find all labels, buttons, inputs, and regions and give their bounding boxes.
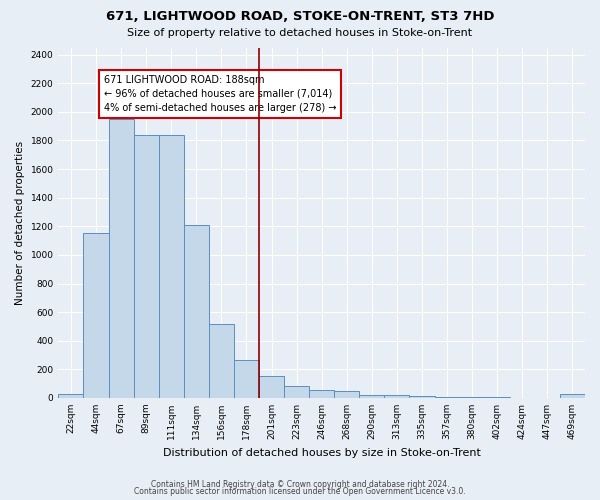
Bar: [109, 119, 134, 398]
Bar: [234, 360, 259, 398]
Bar: [159, 135, 184, 398]
Bar: [309, 390, 334, 398]
Text: Contains public sector information licensed under the Open Government Licence v3: Contains public sector information licen…: [134, 487, 466, 496]
Bar: [560, 394, 585, 398]
Bar: [434, 397, 460, 398]
Bar: [209, 324, 234, 398]
Text: Contains HM Land Registry data © Crown copyright and database right 2024.: Contains HM Land Registry data © Crown c…: [151, 480, 449, 489]
Text: 671, LIGHTWOOD ROAD, STOKE-ON-TRENT, ST3 7HD: 671, LIGHTWOOD ROAD, STOKE-ON-TRENT, ST3…: [106, 10, 494, 23]
Text: Size of property relative to detached houses in Stoke-on-Trent: Size of property relative to detached ho…: [127, 28, 473, 38]
Bar: [409, 396, 434, 398]
Bar: [385, 396, 409, 398]
Bar: [259, 376, 284, 398]
Bar: [485, 397, 510, 398]
Bar: [284, 386, 309, 398]
Text: 671 LIGHTWOOD ROAD: 188sqm
← 96% of detached houses are smaller (7,014)
4% of se: 671 LIGHTWOOD ROAD: 188sqm ← 96% of deta…: [104, 74, 336, 112]
Bar: [58, 394, 83, 398]
X-axis label: Distribution of detached houses by size in Stoke-on-Trent: Distribution of detached houses by size …: [163, 448, 481, 458]
Bar: [134, 135, 159, 398]
Bar: [334, 392, 359, 398]
Bar: [184, 225, 209, 398]
Bar: [83, 234, 109, 398]
Y-axis label: Number of detached properties: Number of detached properties: [15, 140, 25, 305]
Bar: [460, 397, 485, 398]
Bar: [359, 395, 385, 398]
